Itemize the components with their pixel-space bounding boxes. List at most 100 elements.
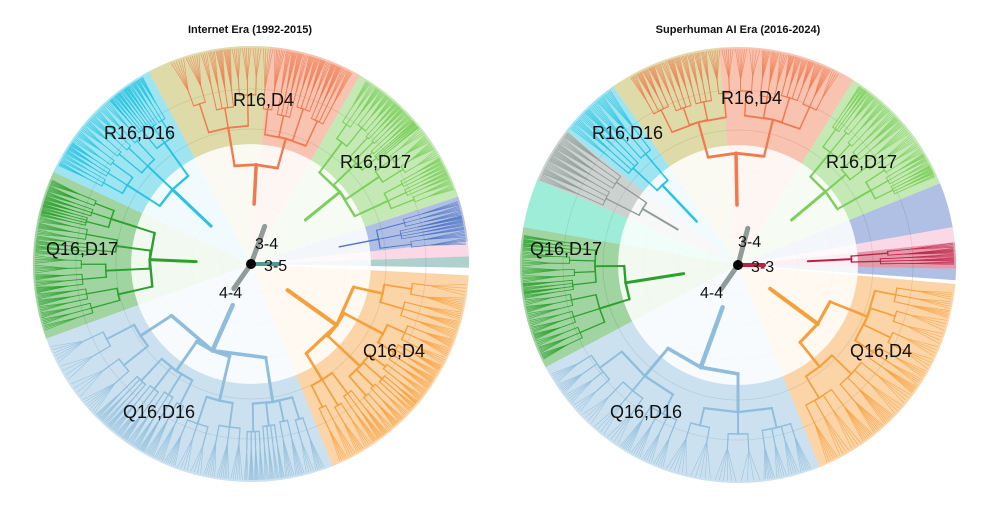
branch (762, 116, 774, 121)
leaf-branch (522, 281, 555, 284)
branch (836, 114, 849, 131)
branch (627, 143, 642, 159)
leaf-branch (418, 338, 447, 356)
branch (348, 365, 362, 378)
leaf-branch (294, 55, 309, 96)
branch (383, 183, 403, 195)
branch (831, 354, 853, 375)
branch (718, 92, 725, 95)
leaf-branch (527, 308, 560, 314)
branch (806, 258, 853, 263)
leaf-branch (907, 247, 954, 250)
branch (169, 313, 215, 353)
leaf-branch (34, 266, 69, 269)
sector-label-q16-d4: Q16,D4 (363, 341, 425, 361)
leaf-branch (238, 48, 241, 81)
branch (865, 181, 872, 192)
branch (887, 172, 903, 182)
leaf-branch (869, 383, 903, 406)
branch (809, 151, 832, 178)
leaf-branch (905, 167, 932, 180)
branch (85, 233, 118, 241)
branch (343, 395, 354, 410)
leaf-branch (394, 389, 413, 409)
leaf-branch (673, 438, 687, 472)
leaf-branch (84, 126, 104, 146)
branch (346, 127, 363, 147)
branch (872, 345, 878, 353)
branch (110, 209, 115, 220)
leaf-branch (916, 290, 953, 293)
branch (407, 325, 426, 333)
leaf-branch (122, 90, 141, 117)
branch (646, 101, 655, 115)
branch (179, 379, 194, 406)
leaf-branch (99, 393, 127, 419)
leaf-branch (858, 388, 894, 416)
leaf-branch (764, 446, 770, 479)
branch (262, 424, 270, 427)
leaf-branch (42, 207, 75, 218)
branch (631, 375, 646, 392)
branch (649, 406, 664, 415)
branch (894, 187, 910, 195)
leaf-branch (658, 437, 670, 466)
branch (716, 79, 720, 95)
branch (370, 387, 382, 400)
branch (175, 405, 185, 424)
leaf-branch (421, 305, 461, 317)
leaf-branch (843, 87, 862, 112)
branch (896, 310, 910, 316)
branch (381, 283, 386, 295)
leaf-branch (651, 431, 661, 463)
branch (266, 425, 270, 444)
branch (285, 93, 292, 117)
leaf-branch (198, 54, 202, 87)
leaf-branch (232, 442, 240, 480)
branch (318, 407, 330, 429)
branch (869, 159, 883, 170)
branch (198, 103, 210, 134)
branch (401, 235, 420, 240)
leaf-branch (180, 59, 189, 92)
branch (849, 165, 869, 181)
leaf-branch (328, 428, 340, 461)
leaf-branch (832, 408, 856, 447)
branch (638, 208, 644, 216)
branch (404, 164, 418, 173)
leaf-branch (916, 298, 951, 305)
branch (403, 218, 405, 224)
leaf-branch (814, 423, 828, 462)
branch (412, 192, 424, 198)
branch (854, 369, 871, 385)
branch (331, 372, 349, 395)
leaf-branch (535, 332, 564, 342)
branch (68, 253, 88, 256)
leaf-branch (709, 50, 718, 81)
branch (596, 171, 616, 185)
branch (338, 238, 380, 248)
leaf-branch (893, 355, 923, 378)
leaf-branch (399, 130, 422, 149)
leaf-branch (814, 423, 836, 459)
branch (798, 322, 820, 344)
leaf-branch (544, 167, 583, 191)
branch (318, 141, 343, 174)
leaf-branch (49, 185, 79, 200)
leaf-branch (385, 117, 410, 139)
branch (822, 394, 833, 410)
branch (379, 243, 412, 249)
branch (895, 294, 918, 300)
branch (879, 260, 910, 262)
leaf-branch (692, 53, 699, 88)
branch (642, 406, 652, 419)
leaf-branch (428, 285, 466, 289)
leaf-branch (723, 49, 730, 79)
leaf-branch (332, 419, 354, 455)
branch (368, 129, 378, 140)
branch (264, 356, 275, 404)
branch (102, 182, 124, 194)
leaf-branch (774, 443, 782, 477)
leaf-branch (641, 71, 654, 101)
leaf-branch (749, 49, 753, 77)
